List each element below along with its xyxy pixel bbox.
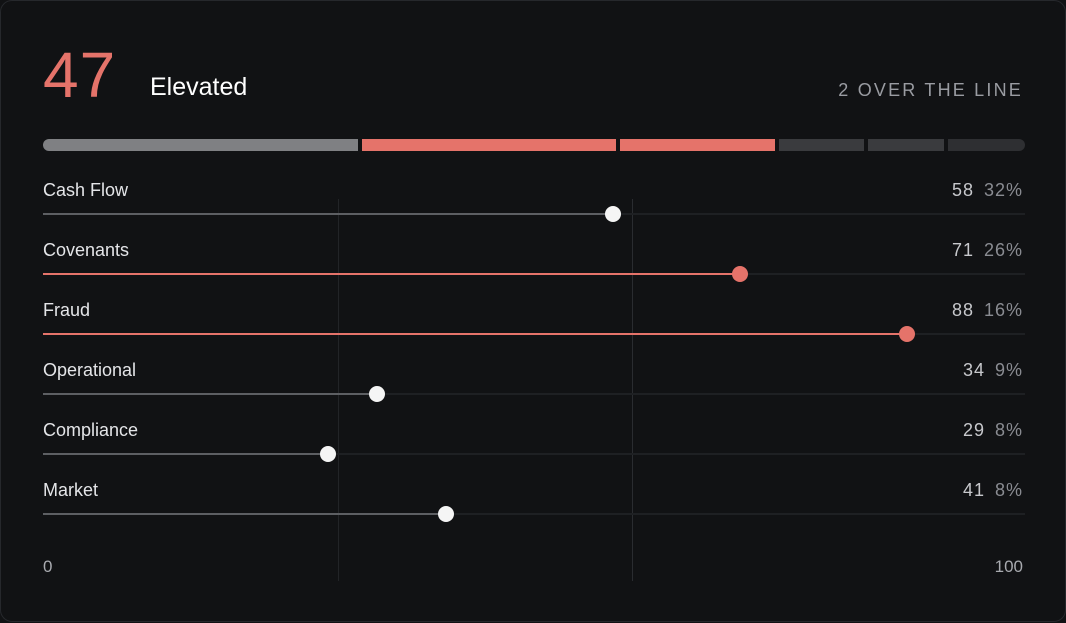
factor-values: 88 16% <box>952 298 1023 322</box>
factor-label: Fraud <box>43 300 91 320</box>
factor-score: 29 <box>962 420 985 440</box>
factor-label: Covenants <box>43 240 130 260</box>
factor-track <box>43 333 1025 335</box>
factor-weight: 26% <box>983 240 1023 260</box>
composition-segment <box>779 139 865 151</box>
factor-track <box>43 273 1025 275</box>
factor-track <box>43 453 1025 455</box>
composition-segment <box>620 139 776 151</box>
factor-score: 71 <box>951 240 974 260</box>
factor-dot <box>368 386 385 402</box>
factor-values: 29 8% <box>963 418 1023 442</box>
factor-dot <box>899 326 916 342</box>
factor-track <box>43 393 1025 395</box>
factor-fill <box>43 513 446 515</box>
composition-segment <box>947 139 1025 151</box>
factor-dot <box>732 266 749 282</box>
factor-label: Market <box>43 480 99 500</box>
factor-fill <box>43 453 328 455</box>
factor-score: 41 <box>962 480 985 500</box>
gridline <box>337 199 339 581</box>
factor-score: 58 <box>951 180 974 200</box>
factor-track <box>43 213 1025 215</box>
composition-segment <box>868 139 944 151</box>
factor-label: Compliance <box>43 420 139 440</box>
composition-segment <box>43 139 359 151</box>
factor-dot <box>604 206 621 222</box>
factor-label: Cash Flow <box>43 180 129 200</box>
factor-weight: 32% <box>983 180 1023 200</box>
composition-segment <box>362 139 617 151</box>
factor-fill <box>43 273 741 275</box>
factor-track <box>43 513 1025 515</box>
factor-dot <box>437 506 454 522</box>
threshold-line <box>632 199 634 581</box>
composition-bar <box>43 139 1025 151</box>
factor-score: 88 <box>951 300 974 320</box>
factor-weight: 8% <box>994 480 1023 500</box>
factor-weight: 8% <box>994 420 1023 440</box>
axis-max-label: 100 <box>994 557 1023 576</box>
over-threshold-count: 2 OVER THE LINE <box>838 80 1023 100</box>
axis-min-label: 0 <box>43 557 53 576</box>
factor-values: 34 9% <box>963 358 1023 382</box>
factor-label: Operational <box>43 360 137 380</box>
factor-dot <box>319 446 336 462</box>
risk-status: Elevated <box>150 73 248 101</box>
risk-score: 47 <box>43 39 117 111</box>
factor-fill <box>43 333 908 335</box>
factor-values: 58 32% <box>952 178 1023 202</box>
factor-values: 71 26% <box>952 238 1023 262</box>
factor-fill <box>43 213 613 215</box>
factor-weight: 16% <box>983 300 1023 320</box>
factor-fill <box>43 393 377 395</box>
factor-weight: 9% <box>994 360 1023 380</box>
factor-values: 41 8% <box>963 478 1023 502</box>
factor-score: 34 <box>962 360 985 380</box>
